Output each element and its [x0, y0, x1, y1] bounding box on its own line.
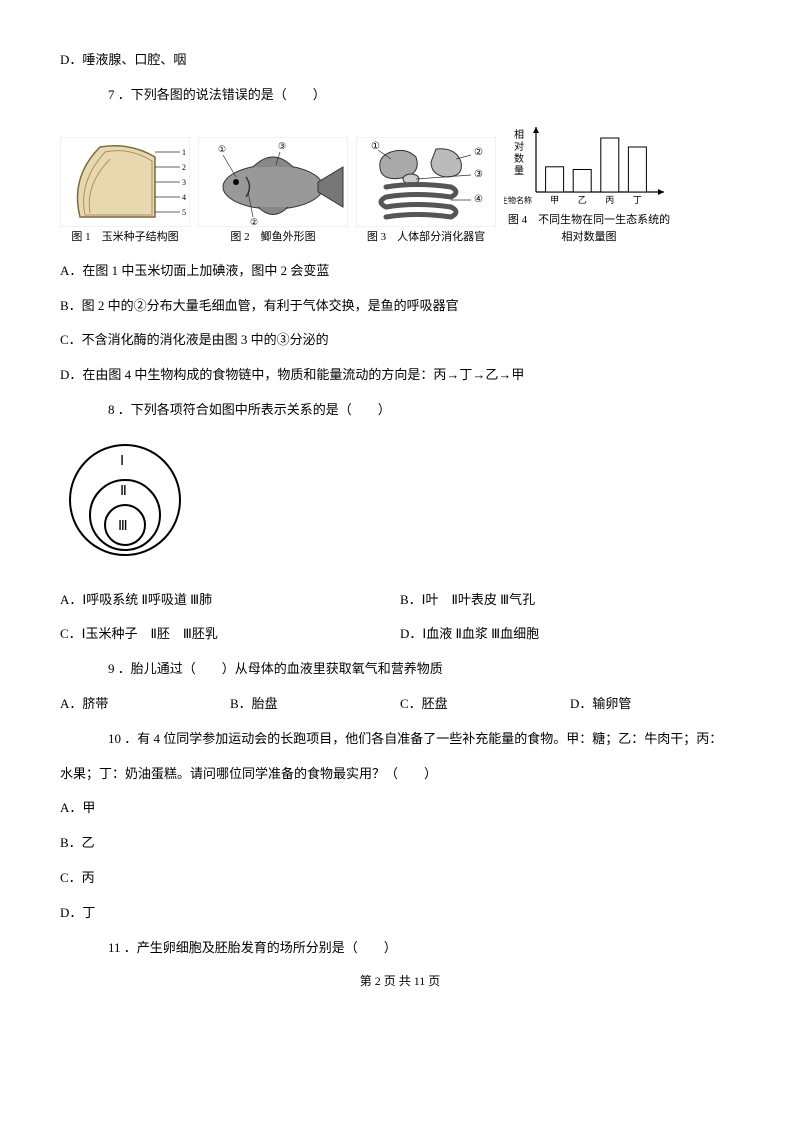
- svg-text:Ⅰ: Ⅰ: [120, 454, 124, 469]
- venn-diagram-icon: Ⅰ Ⅱ Ⅲ: [60, 435, 190, 565]
- svg-text:相: 相: [514, 128, 524, 141]
- corn-seed-icon: 1 2 3 4 5: [60, 137, 190, 227]
- q7-fig3-label: 图 3 人体部分消化器官: [367, 229, 485, 247]
- q7-fig4: 相对数量甲 乙 丙 丁 生物名称 图 4 不同生物在同一生态系统的相对数量图: [504, 120, 674, 247]
- page-footer: 第 2 页 共 11 页: [60, 972, 740, 991]
- svg-text:丁: 丁: [633, 195, 642, 205]
- svg-text:③: ③: [474, 169, 483, 180]
- q11-stem: 11 ．产生卵细胞及胚胎发育的场所分别是（ ）: [60, 938, 740, 959]
- svg-text:②: ②: [250, 217, 258, 227]
- svg-text:数: 数: [514, 152, 524, 165]
- q7-option-c: C．不含消化酶的消化液是由图 3 中的③分泌的: [60, 330, 740, 351]
- fish-icon: ① ② ③: [198, 137, 348, 227]
- q8-stem: 8 ．下列各项符合如图中所表示关系的是（ ）: [60, 400, 740, 421]
- svg-text:③: ③: [278, 141, 286, 151]
- svg-text:1: 1: [182, 148, 186, 157]
- q7-fig1: 1 2 3 4 5 图 1 玉米种子结构图: [60, 137, 190, 247]
- svg-text:Ⅲ: Ⅲ: [118, 519, 128, 534]
- svg-text:Ⅱ: Ⅱ: [120, 484, 127, 499]
- q7-option-a: A．在图 1 中玉米切面上加碘液，图中 2 会变蓝: [60, 261, 740, 282]
- q8-option-c: C．Ⅰ玉米种子 Ⅱ胚 Ⅲ胚乳: [60, 624, 400, 645]
- svg-text:④: ④: [474, 194, 483, 205]
- q7-option-b: B．图 2 中的②分布大量毛细血管，有利于气体交换，是鱼的呼吸器官: [60, 296, 740, 317]
- svg-text:丙: 丙: [605, 195, 614, 205]
- svg-text:①: ①: [218, 144, 226, 154]
- q10-option-d: D．丁: [60, 903, 740, 924]
- svg-text:5: 5: [182, 208, 186, 217]
- svg-text:②: ②: [474, 147, 483, 158]
- q8-option-d: D．Ⅰ血液 Ⅱ血浆 Ⅲ血细胞: [400, 624, 740, 645]
- q10-option-c: C．丙: [60, 868, 740, 889]
- q7-fig1-label: 图 1 玉米种子结构图: [71, 229, 178, 247]
- digestive-organ-icon: ① ② ③ ④: [356, 137, 496, 227]
- q8-option-a: A．Ⅰ呼吸系统 Ⅱ呼吸道 Ⅲ肺: [60, 590, 400, 611]
- svg-text:2: 2: [182, 163, 186, 172]
- svg-text:对: 对: [514, 140, 524, 153]
- svg-text:生物名称: 生物名称: [504, 195, 532, 205]
- svg-text:量: 量: [514, 165, 524, 177]
- q6-option-d: D．唾液腺、口腔、咽: [60, 50, 740, 71]
- q8-option-b: B．Ⅰ叶 Ⅱ叶表皮 Ⅲ气孔: [400, 590, 740, 611]
- q10-option-a: A．甲: [60, 798, 740, 819]
- q10-option-b: B．乙: [60, 833, 740, 854]
- q9-stem: 9 ．胎儿通过（ ）从母体的血液里获取氧气和营养物质: [60, 659, 740, 680]
- q7-fig2-label: 图 2 鲫鱼外形图: [230, 229, 315, 247]
- q7-stem: 7 ．下列各图的说法错误的是（ ）: [60, 85, 740, 106]
- q7-fig3: ① ② ③ ④ 图 3 人体部分消化器官: [356, 137, 496, 247]
- svg-text:甲: 甲: [550, 195, 559, 205]
- q10-stem-line2: 水果；丁：奶油蛋糕。请问哪位同学准备的食物最实用？（ ）: [60, 764, 740, 785]
- q7-fig4-label: 图 4 不同生物在同一生态系统的相对数量图: [504, 212, 674, 247]
- q9-option-d: D．输卵管: [570, 694, 740, 715]
- q10-stem-line1: 10 ．有 4 位同学参加运动会的长跑项目，他们各自准备了一些补充能量的食物。甲…: [60, 729, 740, 750]
- q9-option-a: A．脐带: [60, 694, 230, 715]
- q8-venn: Ⅰ Ⅱ Ⅲ: [60, 435, 740, 572]
- svg-text:乙: 乙: [578, 195, 587, 205]
- q9-option-c: C．胚盘: [400, 694, 570, 715]
- q7-fig2: ① ② ③ 图 2 鲫鱼外形图: [198, 137, 348, 247]
- q7-figures: 1 2 3 4 5 图 1 玉米种子结构图 ① ② ③ 图 2 鲫鱼外形图: [60, 120, 740, 247]
- svg-text:3: 3: [182, 178, 186, 187]
- q7-option-d: D．在由图 4 中生物构成的食物链中，物质和能量流动的方向是：丙→丁→乙→甲: [60, 365, 740, 386]
- bar-chart-icon: 相对数量甲 乙 丙 丁 生物名称: [504, 120, 674, 210]
- q9-option-b: B．胎盘: [230, 694, 400, 715]
- svg-text:4: 4: [182, 193, 186, 202]
